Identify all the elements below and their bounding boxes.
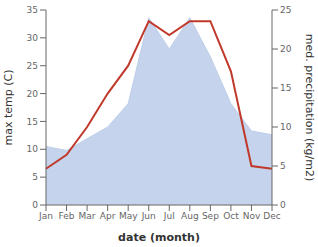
svg-text:0: 0 <box>32 200 38 210</box>
svg-text:35: 35 <box>27 5 38 15</box>
svg-text:May: May <box>119 211 138 221</box>
svg-text:10: 10 <box>27 144 39 154</box>
svg-text:20: 20 <box>280 44 292 54</box>
svg-text:Feb: Feb <box>59 211 75 221</box>
svg-text:15: 15 <box>280 83 291 93</box>
svg-text:25: 25 <box>27 61 38 71</box>
svg-text:Apr: Apr <box>100 211 116 221</box>
svg-text:Dec: Dec <box>263 211 280 221</box>
svg-text:date (month): date (month) <box>118 231 200 244</box>
svg-text:Sep: Sep <box>202 211 219 221</box>
svg-text:20: 20 <box>27 89 39 99</box>
svg-text:Mar: Mar <box>79 211 96 221</box>
svg-text:Nov: Nov <box>243 211 261 221</box>
svg-text:Jun: Jun <box>141 211 156 221</box>
svg-text:10: 10 <box>280 122 292 132</box>
svg-text:0: 0 <box>280 200 286 210</box>
svg-text:Aug: Aug <box>181 211 199 221</box>
svg-text:Oct: Oct <box>223 211 239 221</box>
svg-text:Jul: Jul <box>163 211 175 221</box>
svg-text:med. precipitation (kg/m2): med. precipitation (kg/m2) <box>303 34 310 182</box>
svg-text:25: 25 <box>280 5 291 15</box>
svg-text:5: 5 <box>32 172 38 182</box>
svg-text:max temp (C): max temp (C) <box>8 69 15 145</box>
svg-text:30: 30 <box>27 33 39 43</box>
svg-text:Jan: Jan <box>38 211 53 221</box>
svg-text:5: 5 <box>280 161 286 171</box>
svg-text:15: 15 <box>27 117 38 127</box>
